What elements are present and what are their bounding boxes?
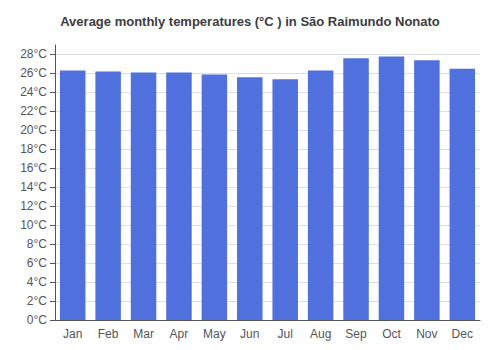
svg-text:Mar: Mar <box>133 327 154 341</box>
svg-text:4°C: 4°C <box>27 275 47 289</box>
svg-text:24°C: 24°C <box>20 85 47 99</box>
svg-text:Feb: Feb <box>98 327 119 341</box>
svg-text:Aug: Aug <box>310 327 331 341</box>
svg-text:Apr: Apr <box>170 327 189 341</box>
svg-text:May: May <box>203 327 226 341</box>
svg-text:Oct: Oct <box>382 327 401 341</box>
svg-text:16°C: 16°C <box>20 161 47 175</box>
svg-text:Jul: Jul <box>278 327 293 341</box>
svg-text:Sep: Sep <box>345 327 367 341</box>
svg-text:Average monthly temperatures (: Average monthly temperatures (°C ) in Sã… <box>60 14 440 29</box>
svg-text:14°C: 14°C <box>20 180 47 194</box>
svg-text:18°C: 18°C <box>20 142 47 156</box>
svg-text:12°C: 12°C <box>20 199 47 213</box>
svg-text:26°C: 26°C <box>20 66 47 80</box>
svg-text:10°C: 10°C <box>20 218 47 232</box>
svg-text:6°C: 6°C <box>27 256 47 270</box>
svg-text:Dec: Dec <box>452 327 473 341</box>
svg-text:0°C: 0°C <box>27 313 47 327</box>
svg-text:28°C: 28°C <box>20 47 47 61</box>
svg-text:Jan: Jan <box>63 327 82 341</box>
svg-text:Jun: Jun <box>240 327 259 341</box>
svg-text:Nov: Nov <box>416 327 437 341</box>
svg-text:22°C: 22°C <box>20 104 47 118</box>
svg-text:2°C: 2°C <box>27 294 47 308</box>
svg-text:8°C: 8°C <box>27 237 47 251</box>
svg-text:20°C: 20°C <box>20 123 47 137</box>
